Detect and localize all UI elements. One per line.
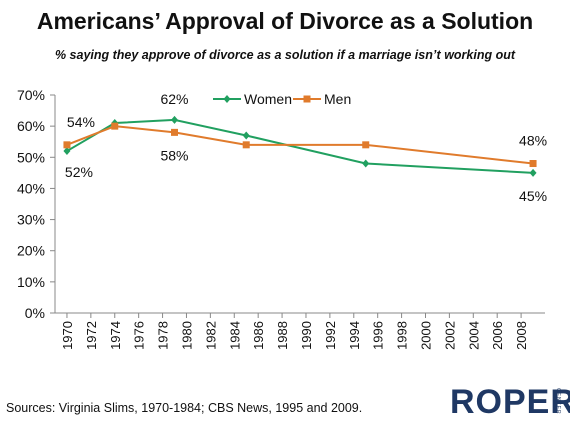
x-tick-label: 1992 — [323, 321, 338, 350]
x-tick-label: 2002 — [442, 321, 457, 350]
data-label: 52% — [65, 164, 93, 180]
data-label: 54% — [67, 114, 95, 130]
legend-label-women: Women — [244, 91, 292, 107]
y-tick-label: 0% — [25, 305, 45, 321]
x-tick-label: 1984 — [227, 321, 242, 350]
legend-label-men: Men — [324, 91, 351, 107]
data-point-women — [171, 115, 179, 124]
chart-title: Americans’ Approval of Divorce as a Solu… — [36, 8, 534, 34]
x-tick-label: 1994 — [347, 321, 362, 350]
data-point-women — [362, 159, 370, 168]
x-tick-label: 2008 — [514, 321, 529, 350]
x-tick-label: 1974 — [108, 321, 123, 350]
x-tick-label: 1978 — [156, 321, 171, 350]
x-tick-label: 1986 — [251, 321, 266, 350]
data-point-men — [529, 160, 537, 168]
x-tick-label: 2006 — [490, 321, 505, 350]
data-label: 62% — [160, 91, 188, 107]
y-tick-label: 50% — [17, 149, 45, 165]
x-tick-label: 1990 — [299, 321, 314, 350]
data-label: 45% — [519, 188, 547, 204]
x-tick-label: 1996 — [371, 321, 386, 350]
data-point-men — [111, 122, 119, 130]
x-tick-label: 1976 — [132, 321, 147, 350]
roper-logo: ROPER — [450, 383, 570, 421]
x-tick-label: 1982 — [203, 321, 218, 350]
y-tick-label: 40% — [17, 180, 45, 196]
source-note: Sources: Virginia Slims, 1970-1984; CBS … — [6, 401, 363, 415]
data-point-women — [529, 168, 537, 177]
y-tick-label: 30% — [17, 212, 45, 228]
y-tick-label: 10% — [17, 274, 45, 290]
data-point-men — [171, 128, 179, 136]
y-tick-label: 70% — [17, 87, 45, 103]
data-label: 48% — [519, 133, 547, 149]
data-point-women — [63, 147, 71, 156]
series-line-men — [66, 125, 534, 165]
y-tick-label: 60% — [17, 118, 45, 134]
data-point-men — [242, 141, 250, 149]
x-tick-label: 1980 — [179, 321, 194, 350]
x-tick-label: 1970 — [60, 321, 75, 350]
data-point-men — [63, 141, 71, 149]
x-tick-label: 2004 — [466, 321, 481, 350]
roper-logo-side-text: CENTER — [555, 388, 561, 415]
x-tick-label: 1988 — [275, 321, 290, 350]
x-tick-label: 1998 — [395, 321, 410, 350]
data-point-women — [242, 131, 250, 140]
y-tick-label: 20% — [17, 243, 45, 259]
legend-marker-men — [303, 95, 311, 103]
legend-marker-women — [223, 95, 231, 103]
data-point-men — [362, 141, 370, 149]
x-tick-label: 2000 — [418, 321, 433, 350]
chart-subtitle: % saying they approve of divorce as a so… — [54, 48, 516, 62]
series-line-women — [66, 118, 534, 174]
data-label: 58% — [160, 147, 188, 163]
x-tick-label: 1972 — [84, 321, 99, 350]
